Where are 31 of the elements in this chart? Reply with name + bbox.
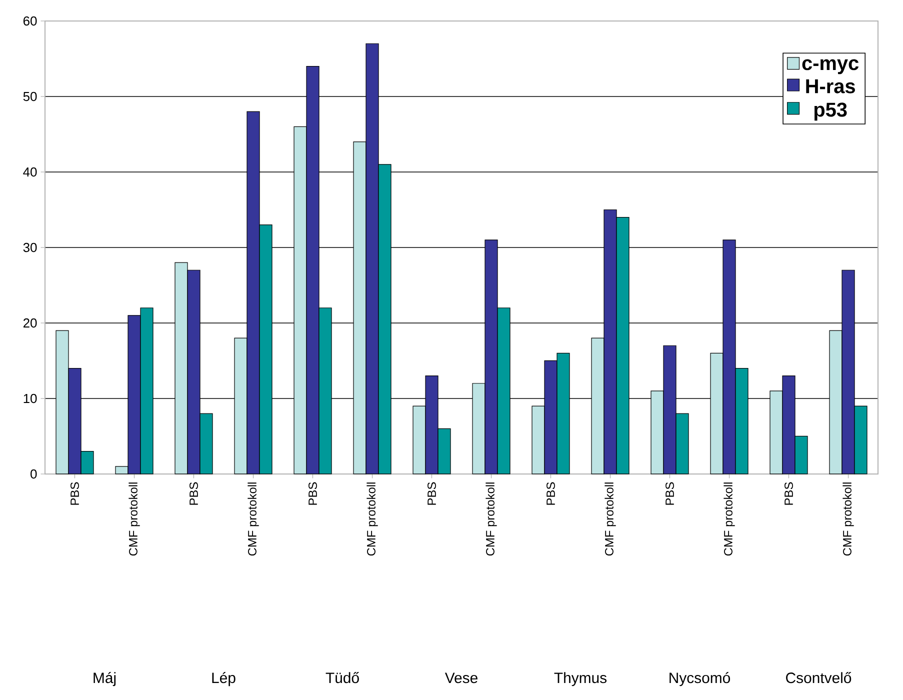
- x-tick-label: PBS: [546, 482, 555, 505]
- text: Csontvelő: [786, 672, 852, 684]
- legend-label: H-ras: [806, 79, 855, 94]
- x-tick-label: PBS: [784, 482, 793, 505]
- x-tick-label: PBS: [70, 482, 79, 505]
- x-tick-label: PBS: [428, 482, 436, 505]
- x-tick-label: CMF protokoll: [248, 482, 259, 556]
- x-tick-label: CMF protokoll: [604, 482, 616, 556]
- legend-label: c-myc: [802, 59, 859, 74]
- x-tick-label: PBS: [190, 482, 198, 505]
- y-tick-label: 40: [23, 167, 37, 177]
- text: Nycsomó: [670, 672, 730, 686]
- x-tick-label: CMF protokoll: [724, 482, 735, 556]
- x-tick-label: CMF protokoll: [842, 482, 854, 556]
- text: Máj: [94, 672, 116, 686]
- legend-label: p53: [814, 102, 847, 121]
- y-tick-label: 30: [23, 242, 37, 252]
- y-tick-label: 20: [23, 318, 37, 328]
- x-tick-label: PBS: [666, 482, 674, 505]
- text: Thymus: [554, 672, 607, 686]
- x-tick-label: CMF protokoll: [366, 482, 378, 556]
- text: Tüdő: [326, 672, 359, 684]
- text: Lép: [212, 672, 236, 686]
- x-tick-label: CMF protokoll: [486, 482, 497, 556]
- y-tick-label: 50: [23, 92, 37, 102]
- y-tick-label: 10: [24, 394, 37, 404]
- y-tick-label: 0: [30, 469, 37, 479]
- y-tick-label: 60: [23, 16, 37, 26]
- x-tick-label: PBS: [308, 482, 317, 505]
- x-tick-label: CMF protokoll: [128, 482, 140, 556]
- text: Vese: [444, 672, 478, 684]
